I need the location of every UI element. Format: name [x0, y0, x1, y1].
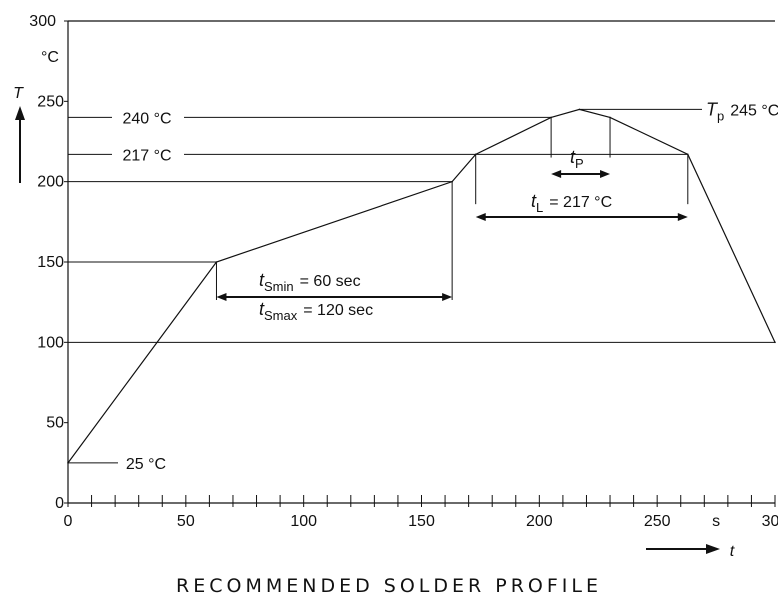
x-tick-label-100: 100: [290, 513, 317, 530]
tp-arrow-head-right: [600, 170, 611, 178]
profile-point-8: [774, 341, 776, 344]
profile-point-7: [687, 153, 689, 156]
y-tick-label-50: 50: [46, 415, 64, 432]
profile-point-5: [578, 108, 581, 111]
profile-point-3: [474, 153, 477, 156]
tl-arrow-head-right: [677, 213, 688, 221]
x-tick-label-200: 200: [526, 513, 553, 530]
y-tick-label-250: 250: [37, 93, 64, 110]
y-axis-arrow-head: [15, 106, 25, 120]
tsmin-label: tSmin = 60 sec: [259, 270, 361, 294]
y-tick-label-0: 0: [55, 495, 64, 512]
profile-point-4: [550, 116, 552, 119]
y-tick-label-300: 300: [29, 13, 56, 30]
profile-point-6: [609, 116, 611, 119]
tsmax-label: tSmax = 120 sec: [259, 299, 373, 323]
profile-point-1: [215, 261, 218, 263]
y-tick-label-200: 200: [37, 174, 64, 191]
chart-title: RECOMMENDED SOLDER PROFILE: [176, 575, 602, 597]
y-axis-label: T: [13, 85, 24, 102]
ts-arrow-head-left: [216, 293, 227, 301]
tl-arrow-head-left: [475, 213, 486, 221]
x-tick-label-300: 300: [762, 513, 778, 530]
tl-label: tL = 217 °C: [531, 191, 612, 215]
x-axis-arrow-head: [706, 544, 720, 554]
tp-arrow-head-left: [551, 170, 562, 178]
profile-curve: [67, 108, 776, 464]
y-tick-label-100: 100: [37, 334, 64, 351]
ref-label-25: 25 °C: [126, 456, 166, 473]
ref-label-217: 217 °C: [122, 147, 171, 164]
ref-label-240: 240 °C: [122, 110, 171, 127]
profile-point-2: [451, 180, 453, 183]
x-tick-label-150: 150: [408, 513, 435, 530]
y-tick-label-150: 150: [37, 254, 64, 271]
tp-label: tP: [570, 147, 584, 171]
ts-arrow-head-right: [442, 293, 453, 301]
x-unit-label: s: [712, 513, 720, 530]
x-axis-label: t: [730, 543, 735, 560]
x-tick-label-50: 50: [177, 513, 195, 530]
peak-label: Tp 245 °C: [706, 99, 778, 123]
x-tick-label-250: 250: [644, 513, 671, 530]
x-tick-label-0: 0: [64, 513, 73, 530]
profile-point-0: [67, 462, 69, 464]
y-unit-label: °C: [41, 49, 59, 66]
